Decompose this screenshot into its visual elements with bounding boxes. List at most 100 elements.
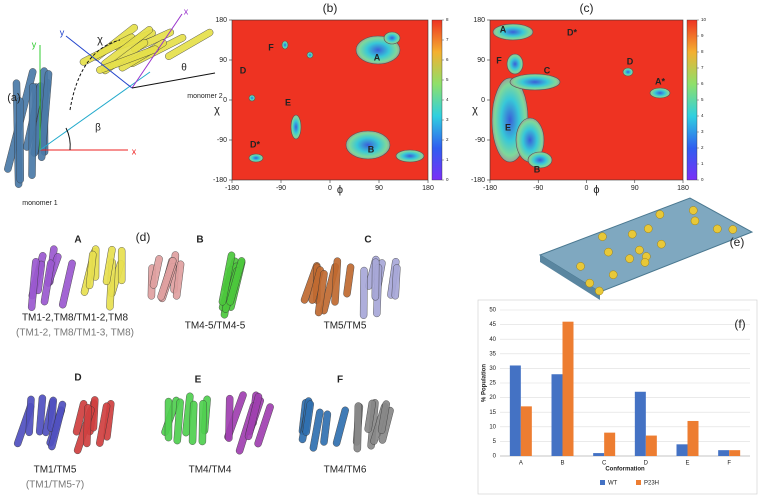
helix (85, 250, 97, 290)
label: F (337, 375, 343, 386)
label: 8 (701, 49, 704, 54)
helix (83, 404, 92, 448)
label: WT (608, 481, 618, 487)
label: 3 (446, 117, 449, 122)
helix (117, 247, 126, 285)
helix-cluster (13, 394, 67, 451)
label: TM1-2,TM8/TM1-2,TM8 (22, 313, 129, 324)
label: C (602, 461, 607, 467)
helix (254, 403, 274, 448)
label: 5 (701, 97, 704, 102)
label: P23H (644, 481, 659, 487)
label: D* (250, 139, 260, 149)
label: 4 (446, 97, 449, 102)
heat-region (383, 31, 401, 45)
bar (509, 365, 521, 456)
arc (69, 39, 121, 111)
heat-region (509, 73, 561, 91)
membrane-side (540, 255, 600, 300)
bar (645, 435, 657, 456)
bar (551, 374, 563, 456)
label: 35 (489, 351, 496, 357)
label: D* (567, 27, 577, 37)
axis (65, 35, 133, 89)
label: 6 (701, 81, 704, 86)
helix (314, 270, 328, 317)
protein (598, 232, 607, 241)
heat-region (248, 94, 256, 102)
label: 30 (489, 366, 496, 372)
label: F (268, 42, 274, 52)
bar (593, 453, 605, 456)
label: 8 (446, 17, 449, 22)
helix (198, 399, 207, 446)
label: (a) (7, 92, 20, 104)
bar (729, 450, 741, 456)
label: 45 (489, 322, 496, 328)
label: E (285, 97, 291, 107)
helix (165, 28, 214, 60)
helix (96, 45, 159, 74)
protein (657, 239, 666, 249)
bar (520, 406, 532, 456)
heat-region (492, 23, 534, 41)
helix-cluster (80, 245, 126, 311)
helix (72, 400, 88, 436)
label: TM5/TM5 (324, 321, 367, 332)
label: B (560, 461, 564, 467)
label: E (685, 461, 689, 467)
label: -90 (276, 185, 286, 192)
plot-frame (477, 299, 758, 495)
label: y (60, 27, 65, 37)
protein (655, 210, 665, 219)
label: x (132, 146, 137, 156)
label: 0 (223, 97, 227, 104)
label: Conformation (605, 467, 645, 473)
label: (b) (323, 1, 338, 15)
protein (713, 224, 722, 234)
label: (TM1/TM5-7) (26, 480, 84, 491)
protein (728, 225, 738, 234)
label: (TM1-2, TM8/TM1-3, TM8) (16, 328, 134, 339)
label: TM4-5/TM4-5 (185, 321, 246, 332)
heat-region (395, 149, 425, 163)
label: D (644, 461, 649, 467)
label: A (74, 235, 81, 246)
label: 5 (493, 439, 497, 445)
label: 90 (631, 185, 639, 192)
label: x (184, 6, 189, 16)
helix (16, 97, 24, 184)
label: A (519, 461, 523, 467)
helix (28, 82, 37, 179)
helix (40, 259, 55, 306)
protein (585, 278, 594, 288)
helix (359, 266, 368, 319)
label: 40 (489, 337, 496, 343)
label: 10 (701, 17, 707, 22)
helix-cluster (224, 391, 274, 455)
arc (65, 127, 71, 151)
heat-region (281, 40, 289, 50)
label: 2 (701, 145, 704, 150)
label: A (500, 24, 507, 34)
bar (687, 420, 699, 456)
legend-swatch (636, 480, 641, 485)
label: B (368, 144, 375, 154)
label: D (627, 56, 634, 66)
label: 7 (446, 37, 449, 42)
protein (635, 245, 644, 255)
label: 1 (446, 157, 449, 162)
heat-region (290, 114, 302, 140)
label: -180 (483, 185, 497, 192)
label: 9 (701, 33, 704, 38)
bar (676, 444, 688, 456)
heat-region (506, 53, 524, 75)
label: D (240, 65, 247, 75)
label: -90 (533, 185, 543, 192)
helix-cluster (352, 399, 394, 453)
helix-cluster (359, 255, 401, 319)
label: F (727, 461, 731, 467)
label: 5 (446, 77, 449, 82)
helix (102, 245, 116, 286)
